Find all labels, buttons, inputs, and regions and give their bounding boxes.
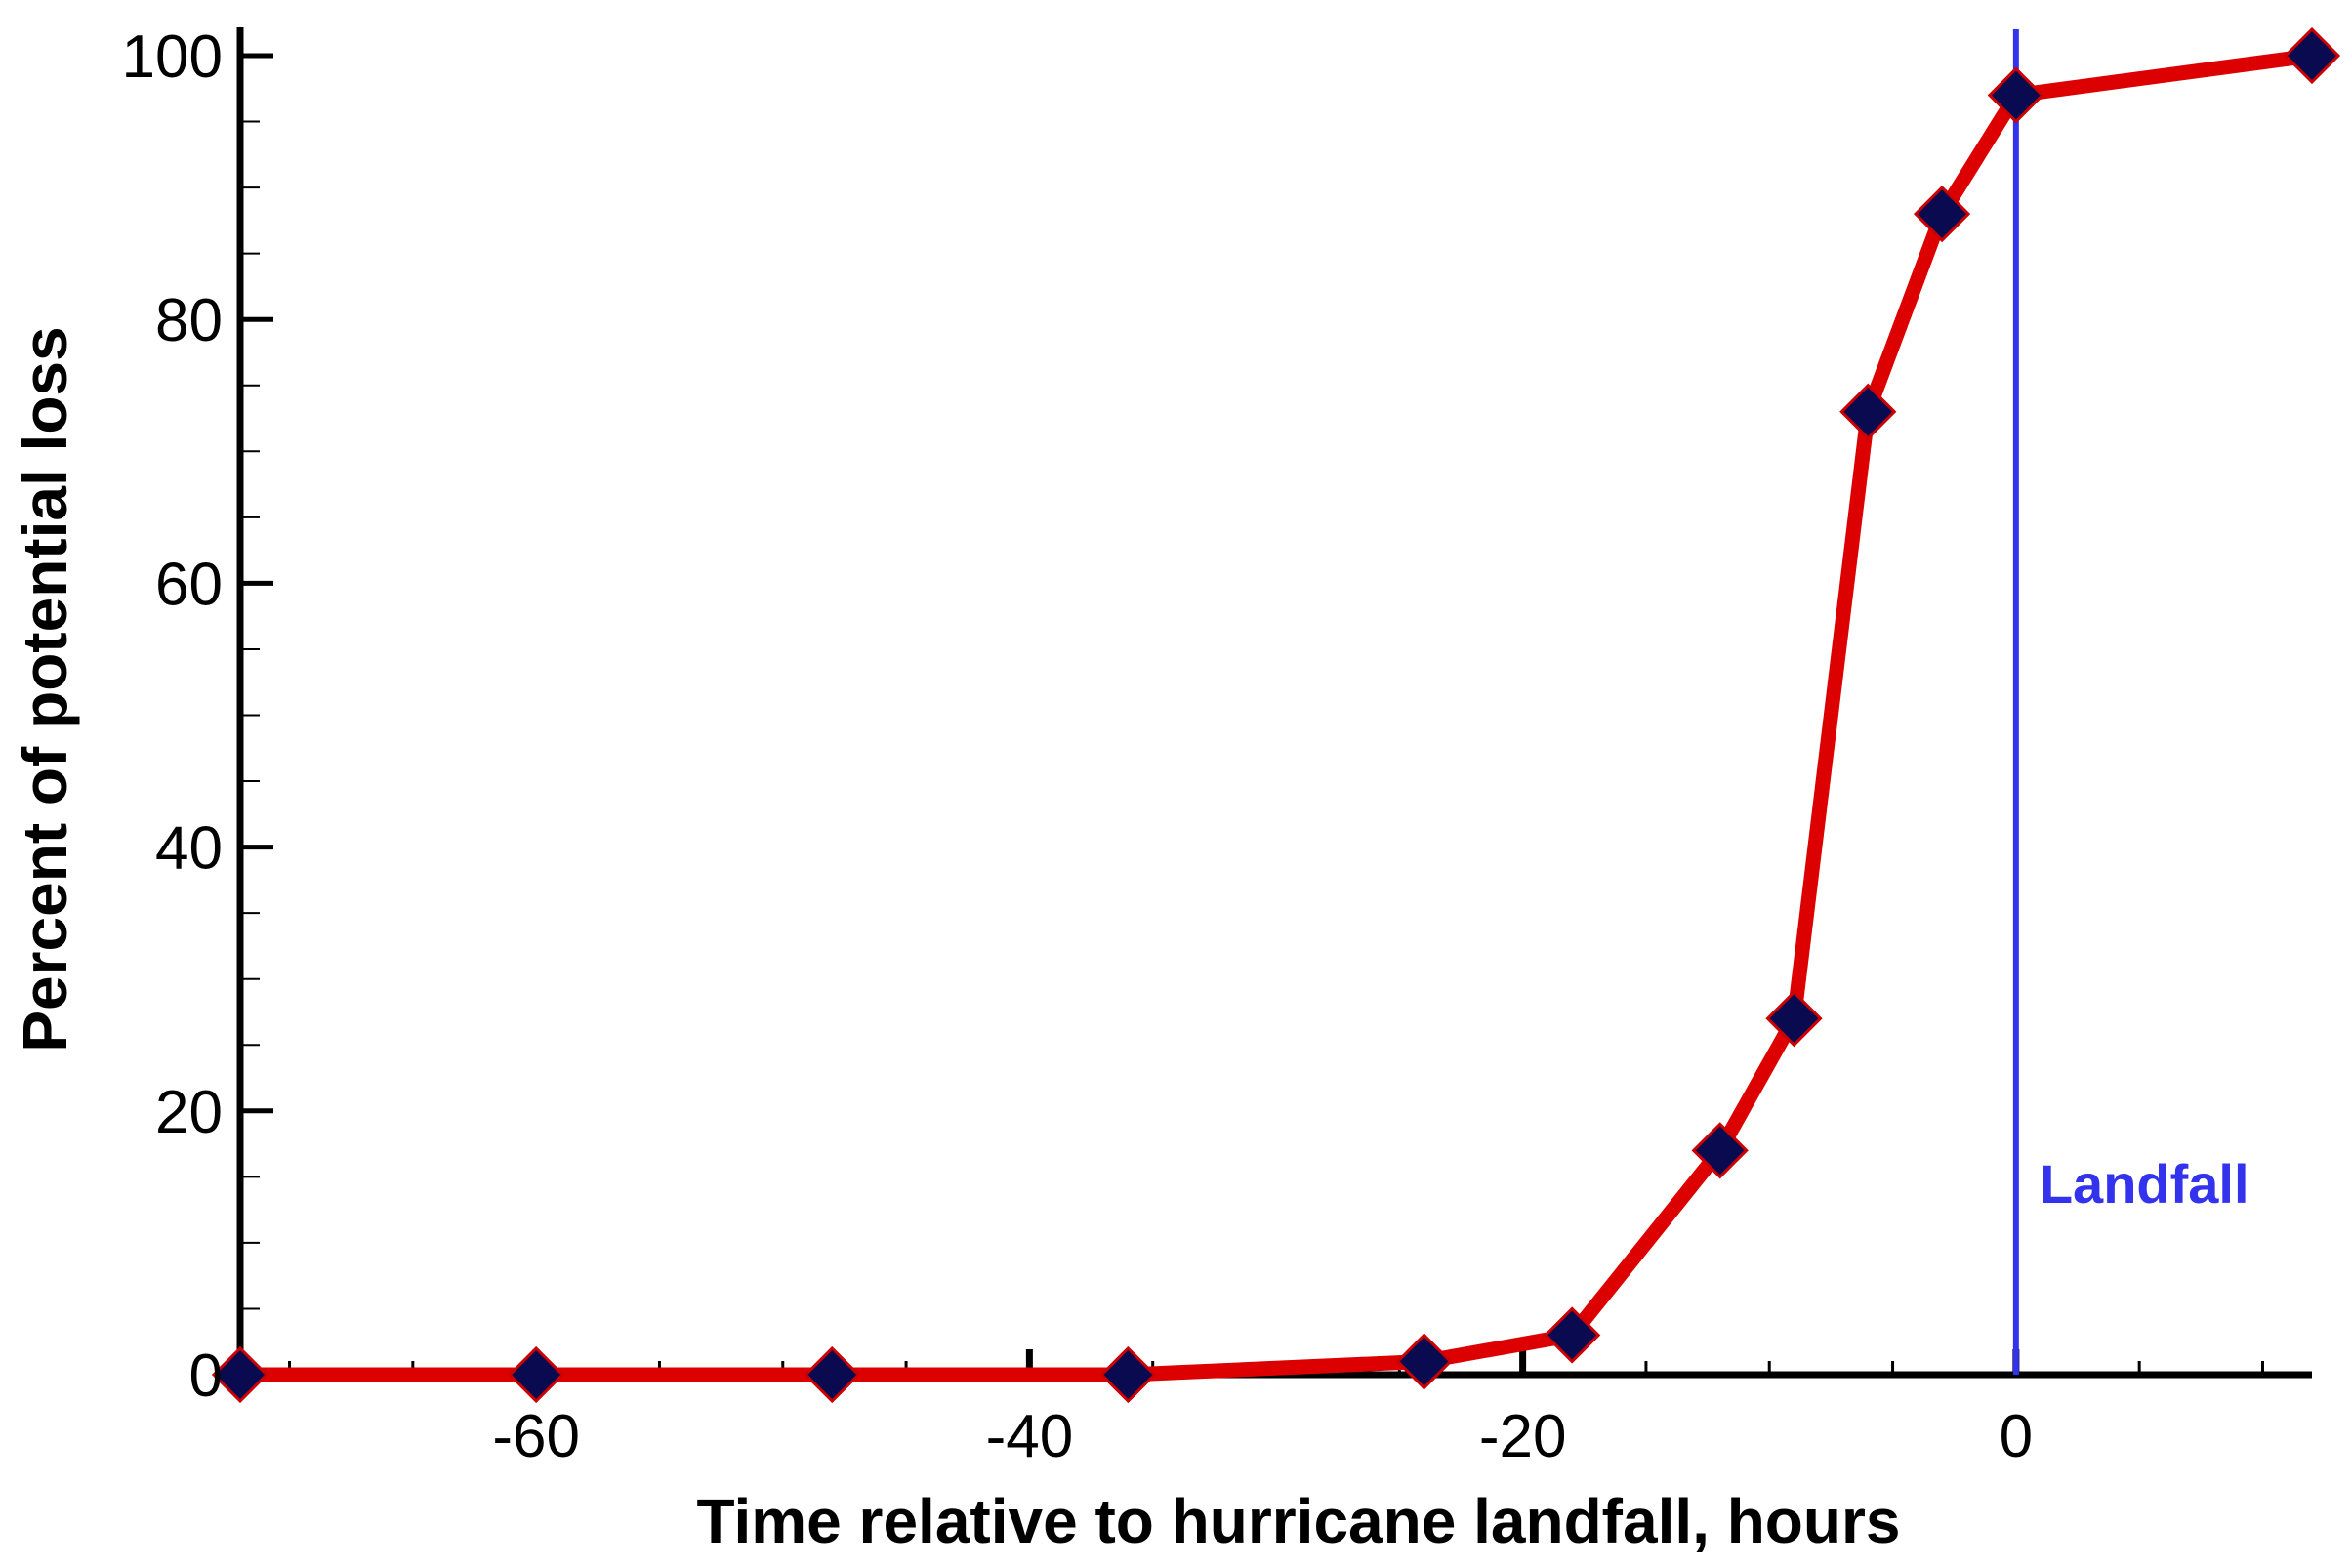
y-tick-label: 80 bbox=[155, 287, 223, 354]
x-tick-label: -40 bbox=[986, 1403, 1074, 1470]
y-tick-label: 60 bbox=[155, 551, 223, 618]
data-point-marker bbox=[1099, 1345, 1157, 1404]
data-point-marker bbox=[211, 1345, 269, 1404]
landfall-label: Landfall bbox=[2040, 1153, 2249, 1215]
y-tick-label: 100 bbox=[122, 23, 223, 91]
series-line bbox=[232, 48, 2320, 1382]
data-point-marker bbox=[2283, 26, 2341, 85]
tick-labels: -60 -40 -20 0 0 20 40 60 80 100 bbox=[122, 23, 2034, 1470]
y-tick-label: 40 bbox=[155, 815, 223, 883]
data-point-marker bbox=[1839, 383, 1897, 440]
data-point-marker bbox=[1765, 990, 1823, 1048]
x-tick-label: 0 bbox=[2000, 1403, 2033, 1470]
data-point-marker bbox=[1395, 1333, 1453, 1390]
data-point-marker bbox=[508, 1345, 565, 1404]
data-point-marker bbox=[804, 1345, 861, 1404]
x-tick-label: -60 bbox=[492, 1403, 580, 1470]
reference-lines: Landfall bbox=[2012, 29, 2249, 1375]
data-point-marker bbox=[1987, 66, 2044, 124]
data-point-marker bbox=[1913, 185, 1971, 243]
x-tick-label: -20 bbox=[1479, 1403, 1567, 1470]
data-point-marker bbox=[1544, 1306, 1601, 1364]
axes bbox=[236, 27, 2312, 1381]
y-tick-label: 20 bbox=[155, 1079, 223, 1146]
y-tick-label: 0 bbox=[189, 1342, 223, 1410]
x-axis-title: Time relative to hurricane landfall, hou… bbox=[697, 1486, 1901, 1556]
series-group bbox=[211, 26, 2341, 1404]
data-point-marker bbox=[1691, 1122, 1749, 1179]
y-axis-title: Percent of potential loss bbox=[10, 326, 80, 1052]
